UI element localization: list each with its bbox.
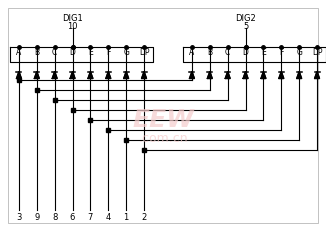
Text: B: B bbox=[34, 48, 39, 57]
Text: DIG2: DIG2 bbox=[235, 14, 256, 23]
Text: A: A bbox=[16, 48, 22, 57]
Text: G: G bbox=[123, 48, 129, 57]
Text: 10: 10 bbox=[67, 22, 78, 31]
Polygon shape bbox=[207, 72, 212, 79]
Text: 9: 9 bbox=[34, 213, 39, 222]
Text: B: B bbox=[207, 48, 212, 57]
Polygon shape bbox=[189, 72, 194, 79]
Text: DP: DP bbox=[312, 48, 322, 57]
Text: DP: DP bbox=[139, 48, 149, 57]
Polygon shape bbox=[315, 72, 319, 79]
Text: C: C bbox=[225, 48, 230, 57]
Polygon shape bbox=[141, 72, 147, 79]
Polygon shape bbox=[297, 72, 302, 79]
Text: C: C bbox=[52, 48, 57, 57]
Text: EEW: EEW bbox=[132, 108, 194, 132]
Polygon shape bbox=[124, 72, 129, 79]
Text: 8: 8 bbox=[52, 213, 57, 222]
Text: G: G bbox=[296, 48, 302, 57]
Text: 5: 5 bbox=[243, 22, 248, 31]
Polygon shape bbox=[279, 72, 284, 79]
Text: 2: 2 bbox=[141, 213, 147, 222]
Text: E: E bbox=[261, 48, 266, 57]
Text: DIG1: DIG1 bbox=[62, 14, 83, 23]
Polygon shape bbox=[34, 72, 39, 79]
Text: 4: 4 bbox=[106, 213, 111, 222]
Polygon shape bbox=[106, 72, 111, 79]
Text: A: A bbox=[189, 48, 195, 57]
Text: D: D bbox=[243, 48, 248, 57]
Polygon shape bbox=[88, 72, 93, 79]
Text: D: D bbox=[70, 48, 76, 57]
Polygon shape bbox=[261, 72, 266, 79]
Polygon shape bbox=[16, 72, 22, 79]
Text: F: F bbox=[279, 48, 284, 57]
Text: 6: 6 bbox=[70, 213, 75, 222]
Text: 1: 1 bbox=[124, 213, 129, 222]
Polygon shape bbox=[243, 72, 248, 79]
Text: E: E bbox=[88, 48, 93, 57]
Text: 7: 7 bbox=[88, 213, 93, 222]
Text: .com.cn: .com.cn bbox=[138, 131, 188, 145]
Polygon shape bbox=[70, 72, 75, 79]
Text: 3: 3 bbox=[16, 213, 22, 222]
Polygon shape bbox=[225, 72, 230, 79]
Text: F: F bbox=[106, 48, 111, 57]
Polygon shape bbox=[52, 72, 57, 79]
